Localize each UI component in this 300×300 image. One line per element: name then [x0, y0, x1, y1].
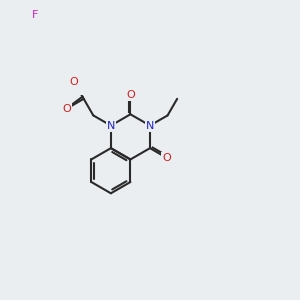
Text: O: O — [126, 90, 135, 100]
Text: N: N — [146, 121, 154, 130]
Text: O: O — [70, 77, 79, 87]
Text: F: F — [32, 10, 38, 20]
Text: O: O — [62, 104, 71, 114]
Text: O: O — [162, 153, 171, 163]
Text: N: N — [107, 121, 115, 130]
